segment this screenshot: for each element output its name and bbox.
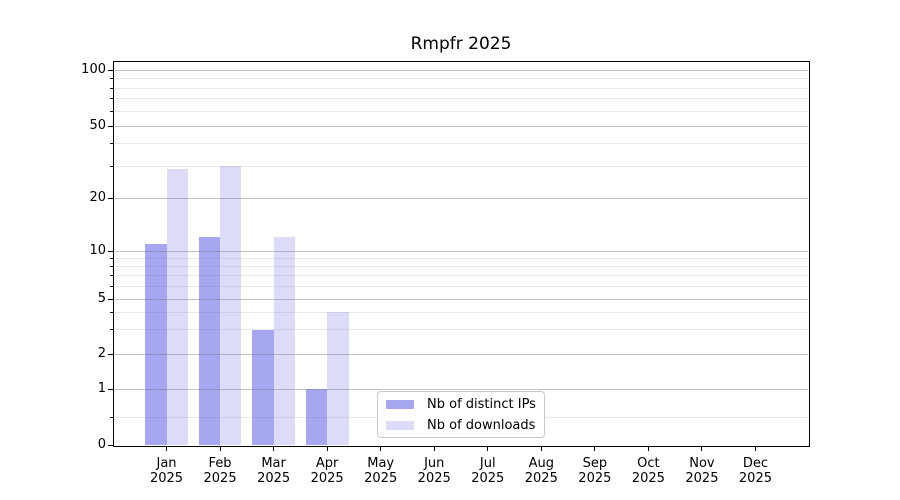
legend-swatch-distinct-ips-icon bbox=[386, 399, 414, 409]
bar-downloads bbox=[166, 168, 188, 445]
chart-title: Rmpfr 2025 bbox=[410, 34, 512, 54]
legend-label-downloads: Nb of downloads bbox=[427, 417, 536, 433]
legend-swatch-downloads-icon bbox=[386, 420, 414, 430]
bar-distinct-ips bbox=[305, 389, 328, 445]
bar-distinct-ips bbox=[198, 237, 221, 445]
legend: Nb of distinct IPs Nb of downloads bbox=[377, 391, 545, 438]
legend-item-distinct-ips: Nb of distinct IPs bbox=[386, 396, 544, 413]
bar-downloads bbox=[220, 166, 242, 445]
bar-downloads bbox=[273, 237, 295, 445]
legend-label-distinct-ips: Nb of distinct IPs bbox=[427, 396, 536, 412]
bar-distinct-ips bbox=[145, 243, 167, 445]
bar-downloads bbox=[327, 312, 349, 445]
bar-distinct-ips bbox=[252, 329, 274, 445]
legend-item-downloads: Nb of downloads bbox=[386, 417, 544, 434]
